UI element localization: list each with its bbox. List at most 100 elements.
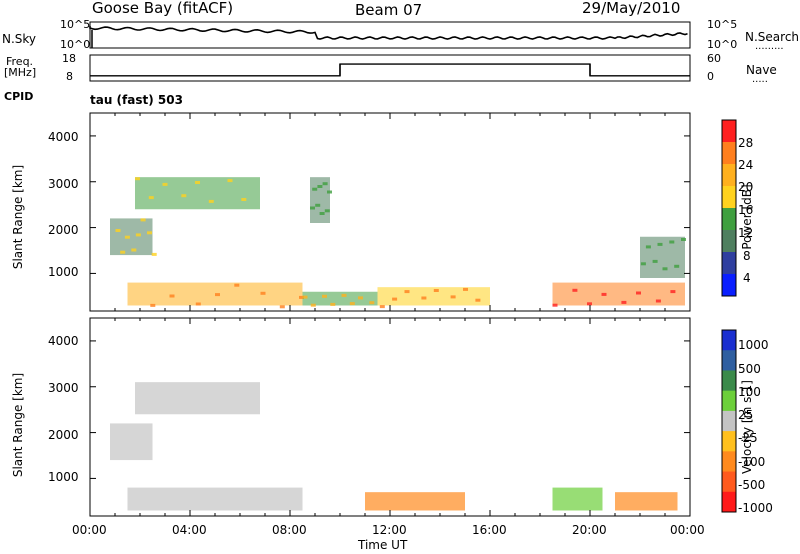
power-echo-speckle: [181, 194, 187, 198]
power-echo-speckle: [310, 303, 316, 307]
velocity-colorbar-segment: [722, 491, 736, 513]
velocity-colorbar-segment: [722, 370, 736, 392]
power-echo-speckle: [330, 302, 336, 306]
velocity-colorbar-segment: [722, 390, 736, 412]
power-echo-speckle: [148, 196, 154, 200]
velocity-colorbar-segment: [722, 471, 736, 493]
power-ytick: 1000: [48, 265, 79, 279]
xtick: 04:00: [172, 523, 207, 537]
nsearch-tick-top: 10^5: [707, 18, 738, 31]
nsearch-label: N.Search: [745, 30, 800, 44]
power-echo-speckle: [621, 300, 627, 304]
cpid-label: CPID: [4, 90, 34, 103]
power-echo-speckle: [169, 294, 175, 298]
frequency-trace: [90, 63, 690, 77]
power-echo-speckle: [319, 212, 325, 215]
power-echo-speckle: [120, 250, 126, 254]
power-echo-speckle: [140, 218, 146, 222]
velocity-echo-region: [110, 423, 153, 461]
power-echo-speckle: [640, 262, 646, 266]
power-echo-speckle: [681, 238, 686, 241]
xtick: 12:00: [372, 523, 407, 537]
power-echo-speckle: [404, 290, 410, 294]
power-echo-speckle: [227, 179, 233, 183]
velocity-ytick: 2000: [48, 428, 79, 442]
power-echo-speckle: [124, 235, 130, 239]
nsky-label: N.Sky: [2, 32, 37, 46]
power-echo-speckle: [150, 303, 156, 307]
power-echo-speckle: [324, 209, 330, 213]
power-ytick: 2000: [48, 223, 79, 237]
power-echo-speckle: [131, 248, 137, 252]
power-echo-speckle: [162, 182, 168, 186]
nsearch-tick-bottom: 10^0: [707, 38, 738, 51]
power-colorbar-tick: 16: [738, 203, 754, 217]
nsky-panel: [89, 21, 691, 49]
power-ytick: 4000: [48, 130, 79, 144]
power-echo-speckle: [655, 299, 661, 303]
nsky-tick-top: 10^5: [60, 18, 91, 31]
nsky-trace: [89, 26, 688, 40]
power-echo-speckle: [636, 291, 641, 295]
power-echo-speckle: [670, 290, 676, 294]
freq-tick-top: 18: [62, 52, 76, 65]
power-echo-speckle: [341, 293, 347, 297]
power-echo-speckle: [327, 190, 332, 194]
power-echo-region: [110, 218, 153, 256]
power-echo-speckle: [312, 187, 318, 191]
freq-label: Freq.: [6, 55, 34, 68]
xlabel: Time UT: [358, 538, 408, 552]
power-echo-speckle: [652, 259, 658, 263]
mode-text: tau (fast) 503: [90, 93, 183, 107]
power-colorbar-segment: [722, 252, 736, 275]
power-echo-speckle: [195, 302, 201, 306]
power-echo-speckle: [433, 289, 439, 292]
power-echo-speckle: [302, 295, 308, 299]
velocity-echo-region: [365, 492, 465, 511]
power-echo-region: [552, 282, 685, 306]
power-echo-speckle: [215, 293, 220, 297]
velocity-echo-region: [127, 487, 303, 511]
power-echo-speckle: [572, 288, 578, 292]
power-panel: [89, 112, 691, 312]
power-colorbar-segment: [722, 120, 736, 143]
power-echo-speckle: [587, 302, 592, 306]
power-echo-speckle: [369, 301, 375, 305]
velocity-echo-region: [552, 487, 603, 511]
nave-tick-top: 60: [707, 52, 721, 65]
velocity-ytick: 4000: [48, 334, 79, 348]
velocity-panel: [89, 317, 691, 517]
power-colorbar-segment: [722, 274, 736, 297]
power-echo-speckle: [115, 229, 121, 232]
power-colorbar-segment: [722, 230, 736, 253]
freq-tick-bottom: 8: [66, 70, 73, 83]
power-echo-speckle: [322, 294, 327, 298]
power-echo-speckle: [135, 177, 140, 181]
power-echo-speckle: [450, 295, 456, 299]
station-title: Goose Bay (fitACF): [92, 0, 234, 17]
power-echo-region: [302, 291, 378, 306]
power-echo-speckle: [662, 267, 668, 271]
power-echo-speckle: [674, 264, 680, 268]
nave-tick-bottom: 0: [707, 70, 714, 83]
power-echo-speckle: [234, 283, 240, 287]
power-colorbar-tick: 8: [743, 249, 751, 263]
beam-title: Beam 07: [355, 1, 423, 19]
velocity-colorbar-tick: -500: [738, 478, 766, 492]
power-ytick: 3000: [48, 177, 79, 191]
velocity-echo-region: [135, 382, 260, 415]
power-colorbar-tick: 24: [738, 158, 754, 172]
power-echo-speckle: [195, 181, 200, 184]
power-echo-speckle: [315, 203, 321, 207]
power-echo-speckle: [208, 199, 214, 203]
power-colorbar-segment: [722, 186, 736, 209]
power-echo-speckle: [147, 231, 152, 235]
power-echo-speckle: [475, 298, 481, 302]
velocity-colorbar-tick: -1000: [738, 501, 773, 515]
power-colorbar-tick: 28: [738, 136, 754, 150]
power-echo-speckle: [379, 305, 385, 309]
velocity-ytick: 1000: [48, 470, 79, 484]
velocity-colorbar-tick: 25: [738, 408, 754, 422]
power-echo-speckle: [135, 233, 141, 237]
